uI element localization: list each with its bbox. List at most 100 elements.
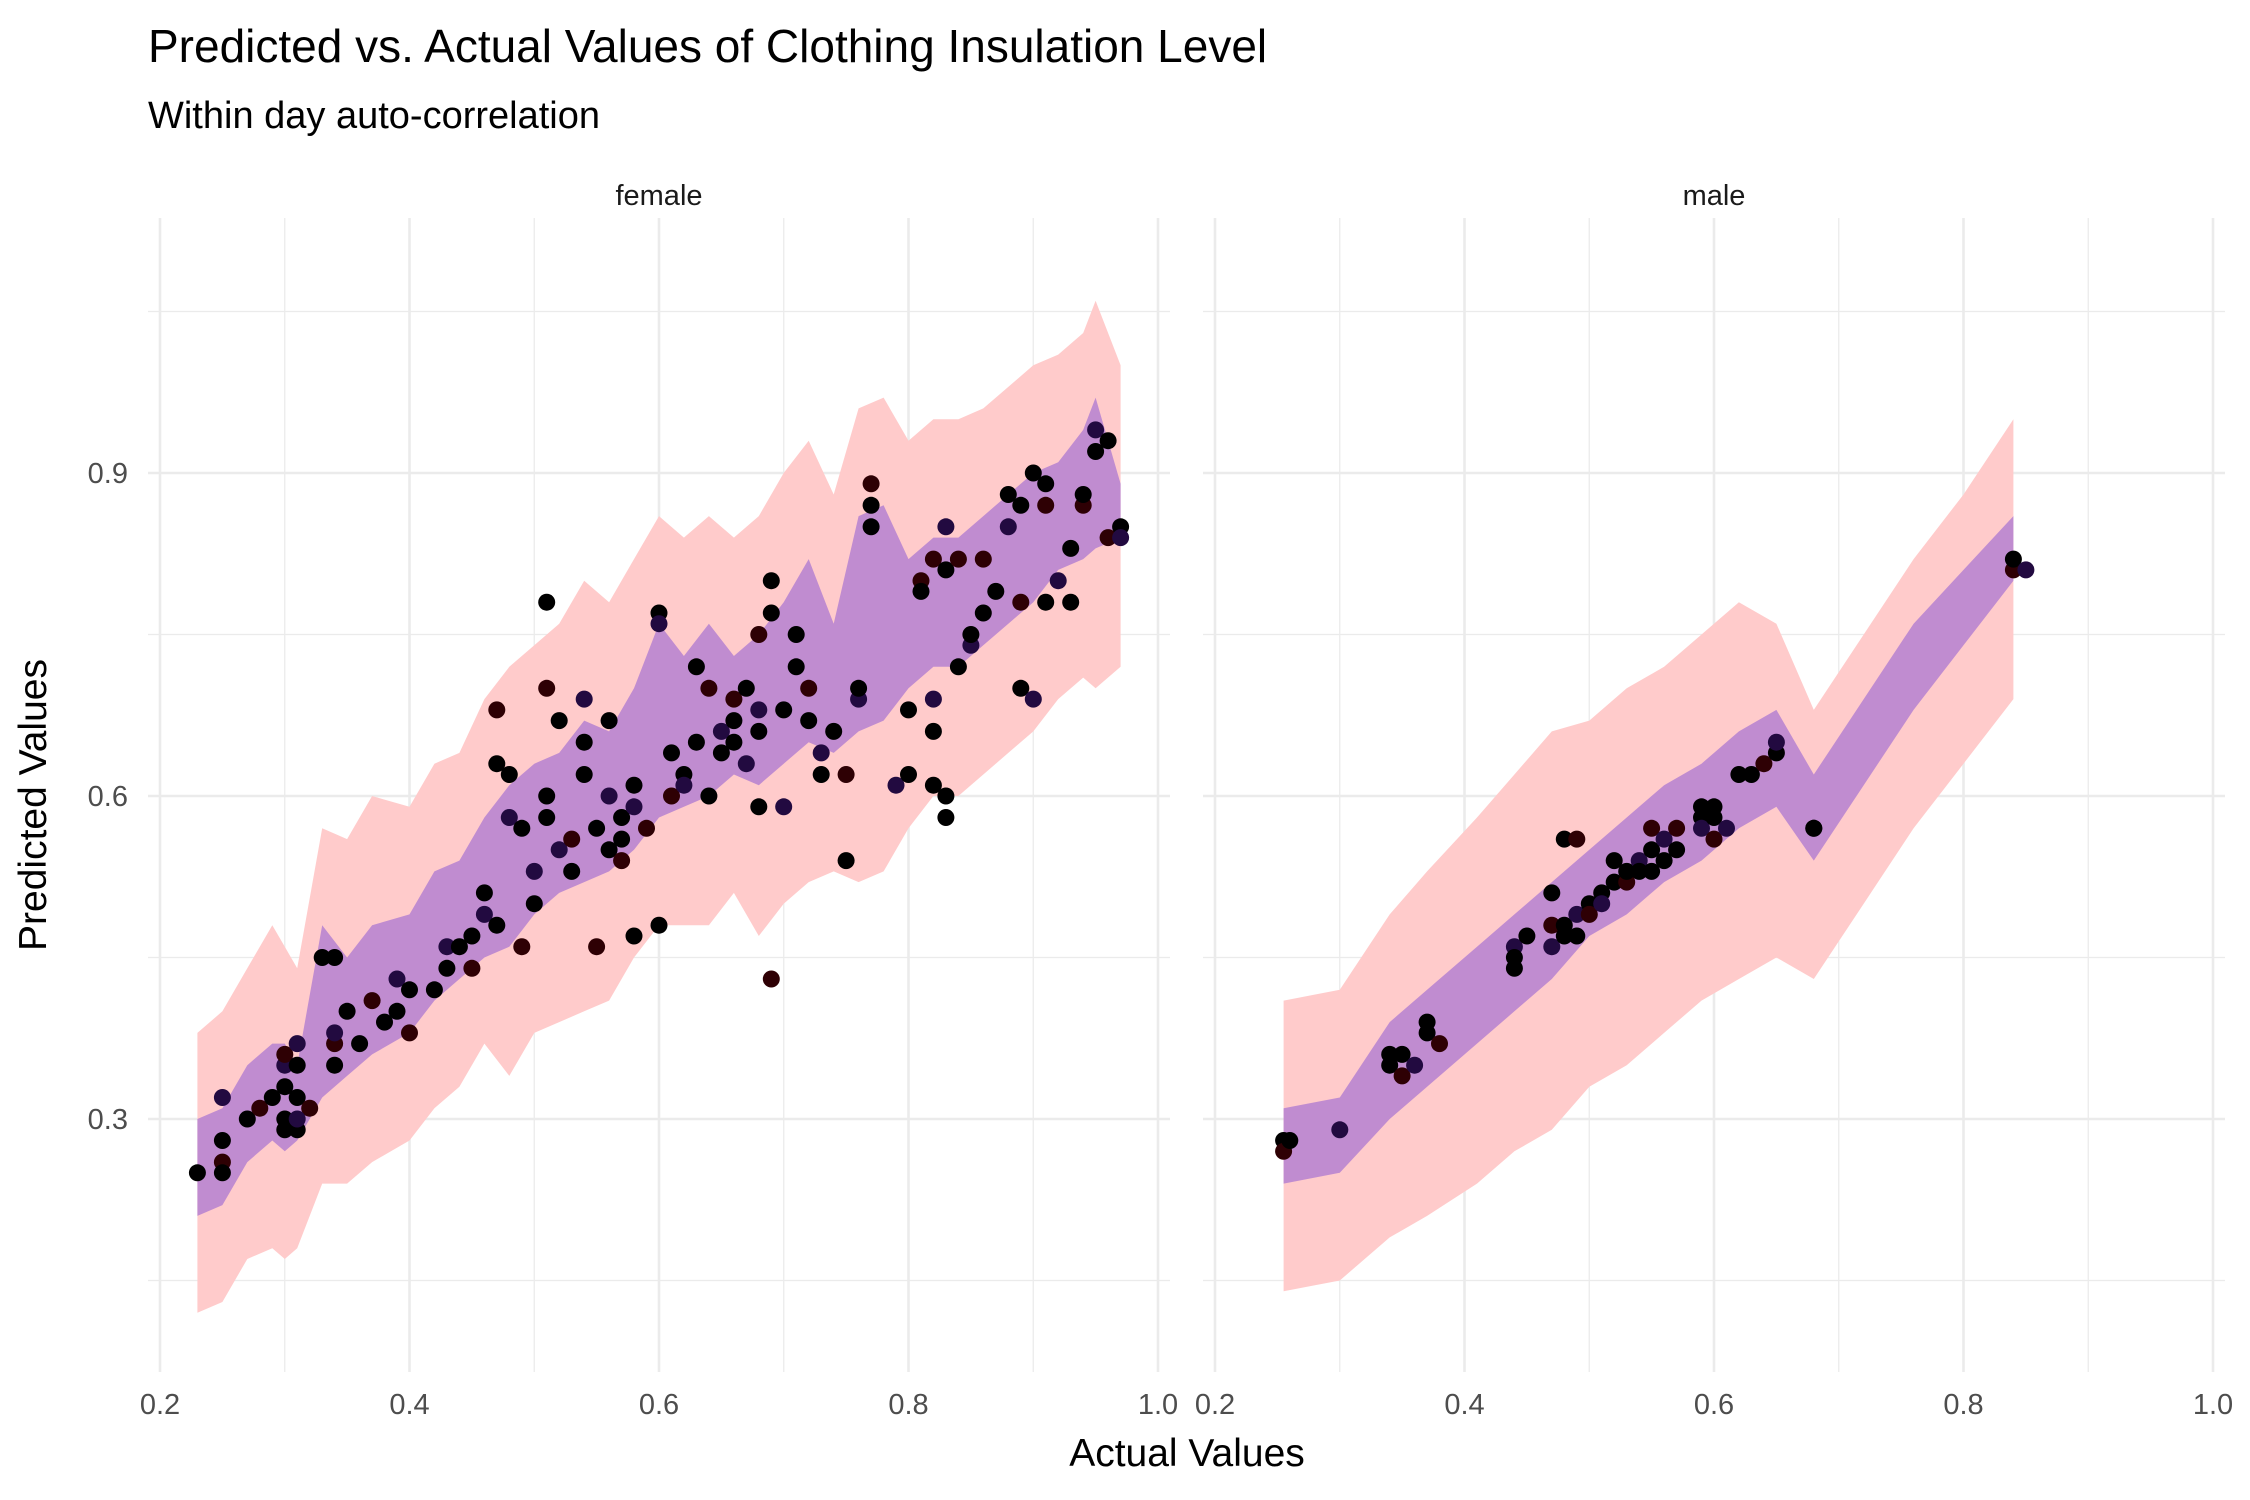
data-point [1580, 905, 1598, 923]
data-point [650, 615, 668, 633]
data-point [2004, 550, 2022, 568]
data-point [812, 744, 830, 762]
data-point [338, 1002, 356, 1020]
data-point [924, 722, 942, 740]
data-point [862, 518, 880, 536]
data-point [538, 787, 556, 805]
data-point [1693, 798, 1710, 816]
data-point [999, 518, 1017, 536]
data-point [500, 766, 518, 783]
data-point [1555, 830, 1573, 848]
data-point [525, 862, 543, 880]
data-point [737, 755, 755, 773]
data-point [1543, 884, 1561, 902]
data-point [1393, 1045, 1411, 1063]
data-point [575, 690, 593, 708]
facet-panels: female 0.2 0.4 0.6 0.8 1.0 0.3 0.6 0.9 male 0.2 0.4… [88, 180, 2233, 1421]
data-point [550, 712, 568, 730]
data-point [999, 486, 1017, 503]
x-tick-label: 0.4 [389, 1389, 429, 1421]
data-point [613, 852, 631, 870]
data-point [1281, 1132, 1299, 1149]
data-point [301, 1099, 319, 1117]
data-point [351, 1035, 369, 1053]
data-point [1655, 830, 1673, 848]
data-point [550, 841, 568, 859]
data-point [613, 809, 631, 826]
panel-female: female 0.2 0.4 0.6 0.8 1.0 0.3 0.6 0.9 [88, 180, 1178, 1421]
x-tick-label: 1.0 [2193, 1389, 2233, 1421]
x-axis-title: Actual Values [1069, 1432, 1305, 1475]
data-point [425, 981, 443, 999]
data-point [1630, 862, 1648, 880]
data-point [675, 776, 693, 794]
data-point [962, 626, 980, 643]
data-point [500, 809, 518, 826]
data-point [638, 819, 655, 837]
data-point [326, 949, 344, 966]
data-point [974, 604, 992, 622]
data-point [1730, 766, 1748, 783]
data-point [1605, 873, 1623, 891]
data-point [1618, 862, 1636, 880]
data-point [1012, 496, 1030, 514]
data-point [900, 766, 917, 783]
data-point [825, 722, 843, 740]
data-point [1693, 819, 1710, 837]
data-point [850, 679, 868, 697]
data-point [1555, 927, 1573, 945]
data-point [1705, 798, 1723, 816]
data-point [276, 1121, 294, 1139]
data-point [1518, 927, 1536, 945]
data-point [1568, 830, 1586, 848]
y-tick-label: 0.6 [88, 781, 128, 813]
data-point [600, 841, 618, 859]
data-point [263, 1089, 281, 1106]
data-point [1418, 1024, 1436, 1042]
data-point [313, 949, 331, 966]
x-tick-label: 0.2 [1195, 1389, 1235, 1421]
data-point [750, 701, 768, 719]
data-point [762, 970, 780, 988]
data-point [600, 787, 618, 805]
data-point [463, 959, 481, 977]
data-point [238, 1110, 256, 1128]
data-point [974, 550, 992, 568]
data-point [1643, 841, 1661, 859]
data-point [1805, 819, 1823, 837]
data-point [600, 712, 618, 730]
x-tick-label: 0.6 [639, 1389, 679, 1421]
data-point [987, 582, 1005, 600]
data-point [1024, 690, 1042, 708]
data-point [276, 1078, 294, 1096]
data-point [575, 766, 593, 783]
data-point [188, 1164, 206, 1182]
data-point [450, 938, 468, 956]
data-point [937, 518, 955, 536]
data-point [475, 905, 493, 923]
data-point [1767, 733, 1785, 751]
data-point [837, 852, 855, 870]
data-point [388, 970, 406, 988]
data-point [488, 755, 506, 773]
data-point [1605, 852, 1623, 870]
data-point [1718, 819, 1735, 837]
data-point [949, 658, 967, 676]
data-point [762, 604, 780, 622]
data-point [775, 701, 793, 719]
data-point [1643, 819, 1661, 837]
data-point [213, 1089, 231, 1106]
data-point [1655, 852, 1673, 870]
data-point [837, 766, 855, 783]
data-point [363, 992, 381, 1010]
data-point [1087, 421, 1105, 439]
data-point [725, 733, 743, 751]
data-point [276, 1045, 294, 1063]
data-point [326, 1056, 344, 1074]
data-point [1112, 529, 1130, 547]
data-point [1062, 539, 1080, 557]
data-point [1012, 593, 1030, 611]
data-point [937, 787, 955, 805]
data-point [463, 927, 481, 945]
